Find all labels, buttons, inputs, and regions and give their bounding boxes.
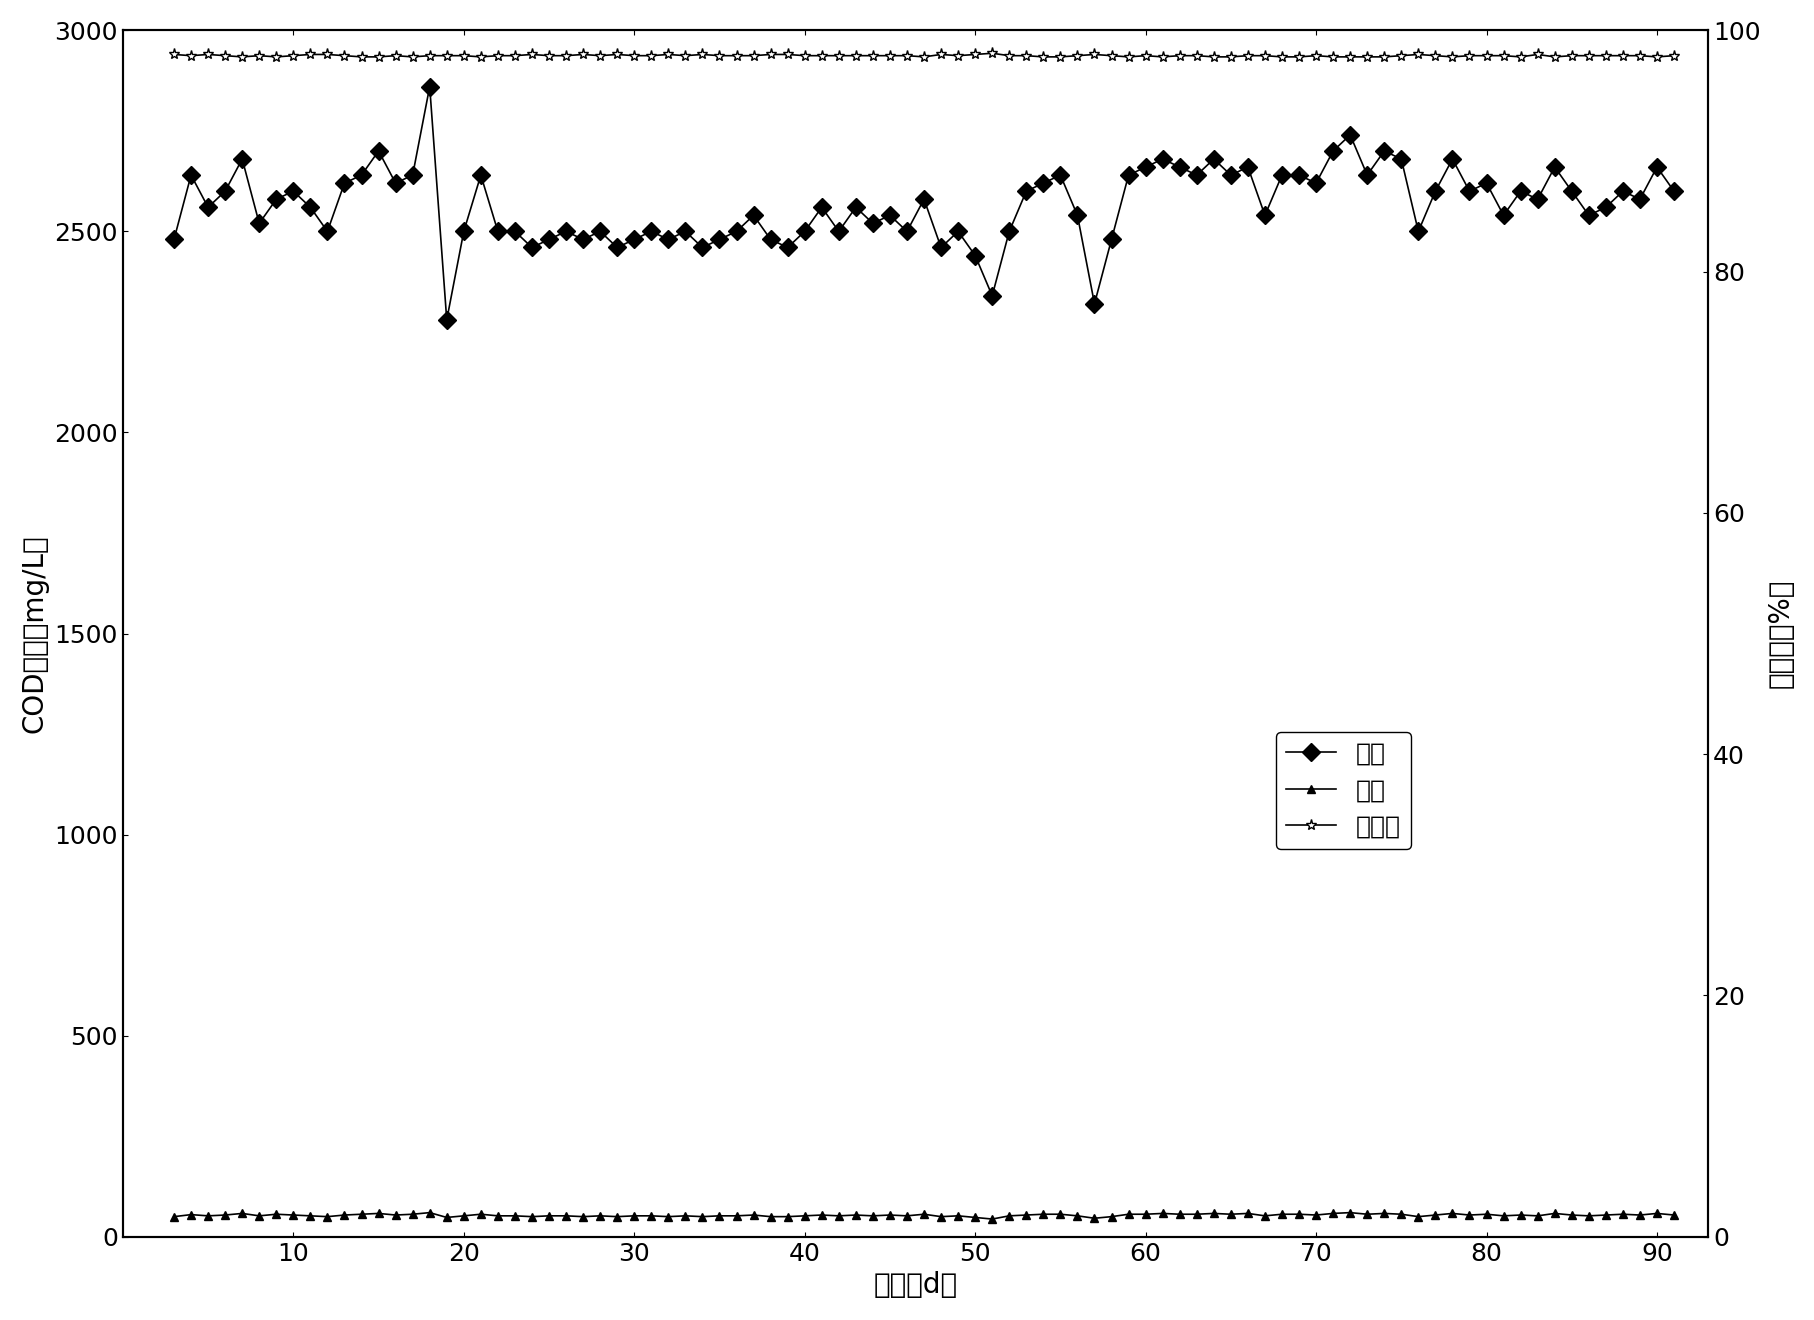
去除率 [334,48,356,63]
去除率 [1526,46,1547,62]
进水 [1526,191,1547,207]
进水 [435,312,457,327]
进水 [963,248,985,264]
Line: 进水: 进水 [167,81,1680,326]
去除率 [947,48,969,63]
去除率 [1662,48,1683,63]
Y-axis label: 去除率（%）: 去除率（%） [1765,579,1794,688]
出水 [1662,1206,1683,1222]
出水 [1526,1208,1547,1224]
进水 [1662,183,1683,199]
进水 [163,231,185,247]
进水 [504,223,526,239]
Line: 去除率: 去除率 [169,48,1678,62]
去除率 [230,49,252,65]
出水 [316,1209,337,1225]
进水 [776,239,798,255]
Legend: 进水, 出水, 去除率: 进水, 出水, 去除率 [1275,731,1409,849]
去除率 [981,45,1003,61]
去除率 [760,46,782,62]
进水 [350,168,372,183]
出水 [760,1209,782,1225]
进水 [419,79,441,95]
Y-axis label: COD浓度（mg/L）: COD浓度（mg/L） [20,535,49,733]
去除率 [486,48,508,63]
出水 [350,1206,372,1222]
出水 [486,1208,508,1224]
出水 [947,1208,969,1224]
出水 [419,1205,441,1221]
去除率 [163,46,185,62]
出水 [981,1212,1003,1228]
X-axis label: 时间（d）: 时间（d） [873,1271,958,1299]
出水 [163,1209,185,1225]
去除率 [368,49,390,65]
Line: 出水: 出水 [171,1208,1678,1224]
进水 [316,223,337,239]
